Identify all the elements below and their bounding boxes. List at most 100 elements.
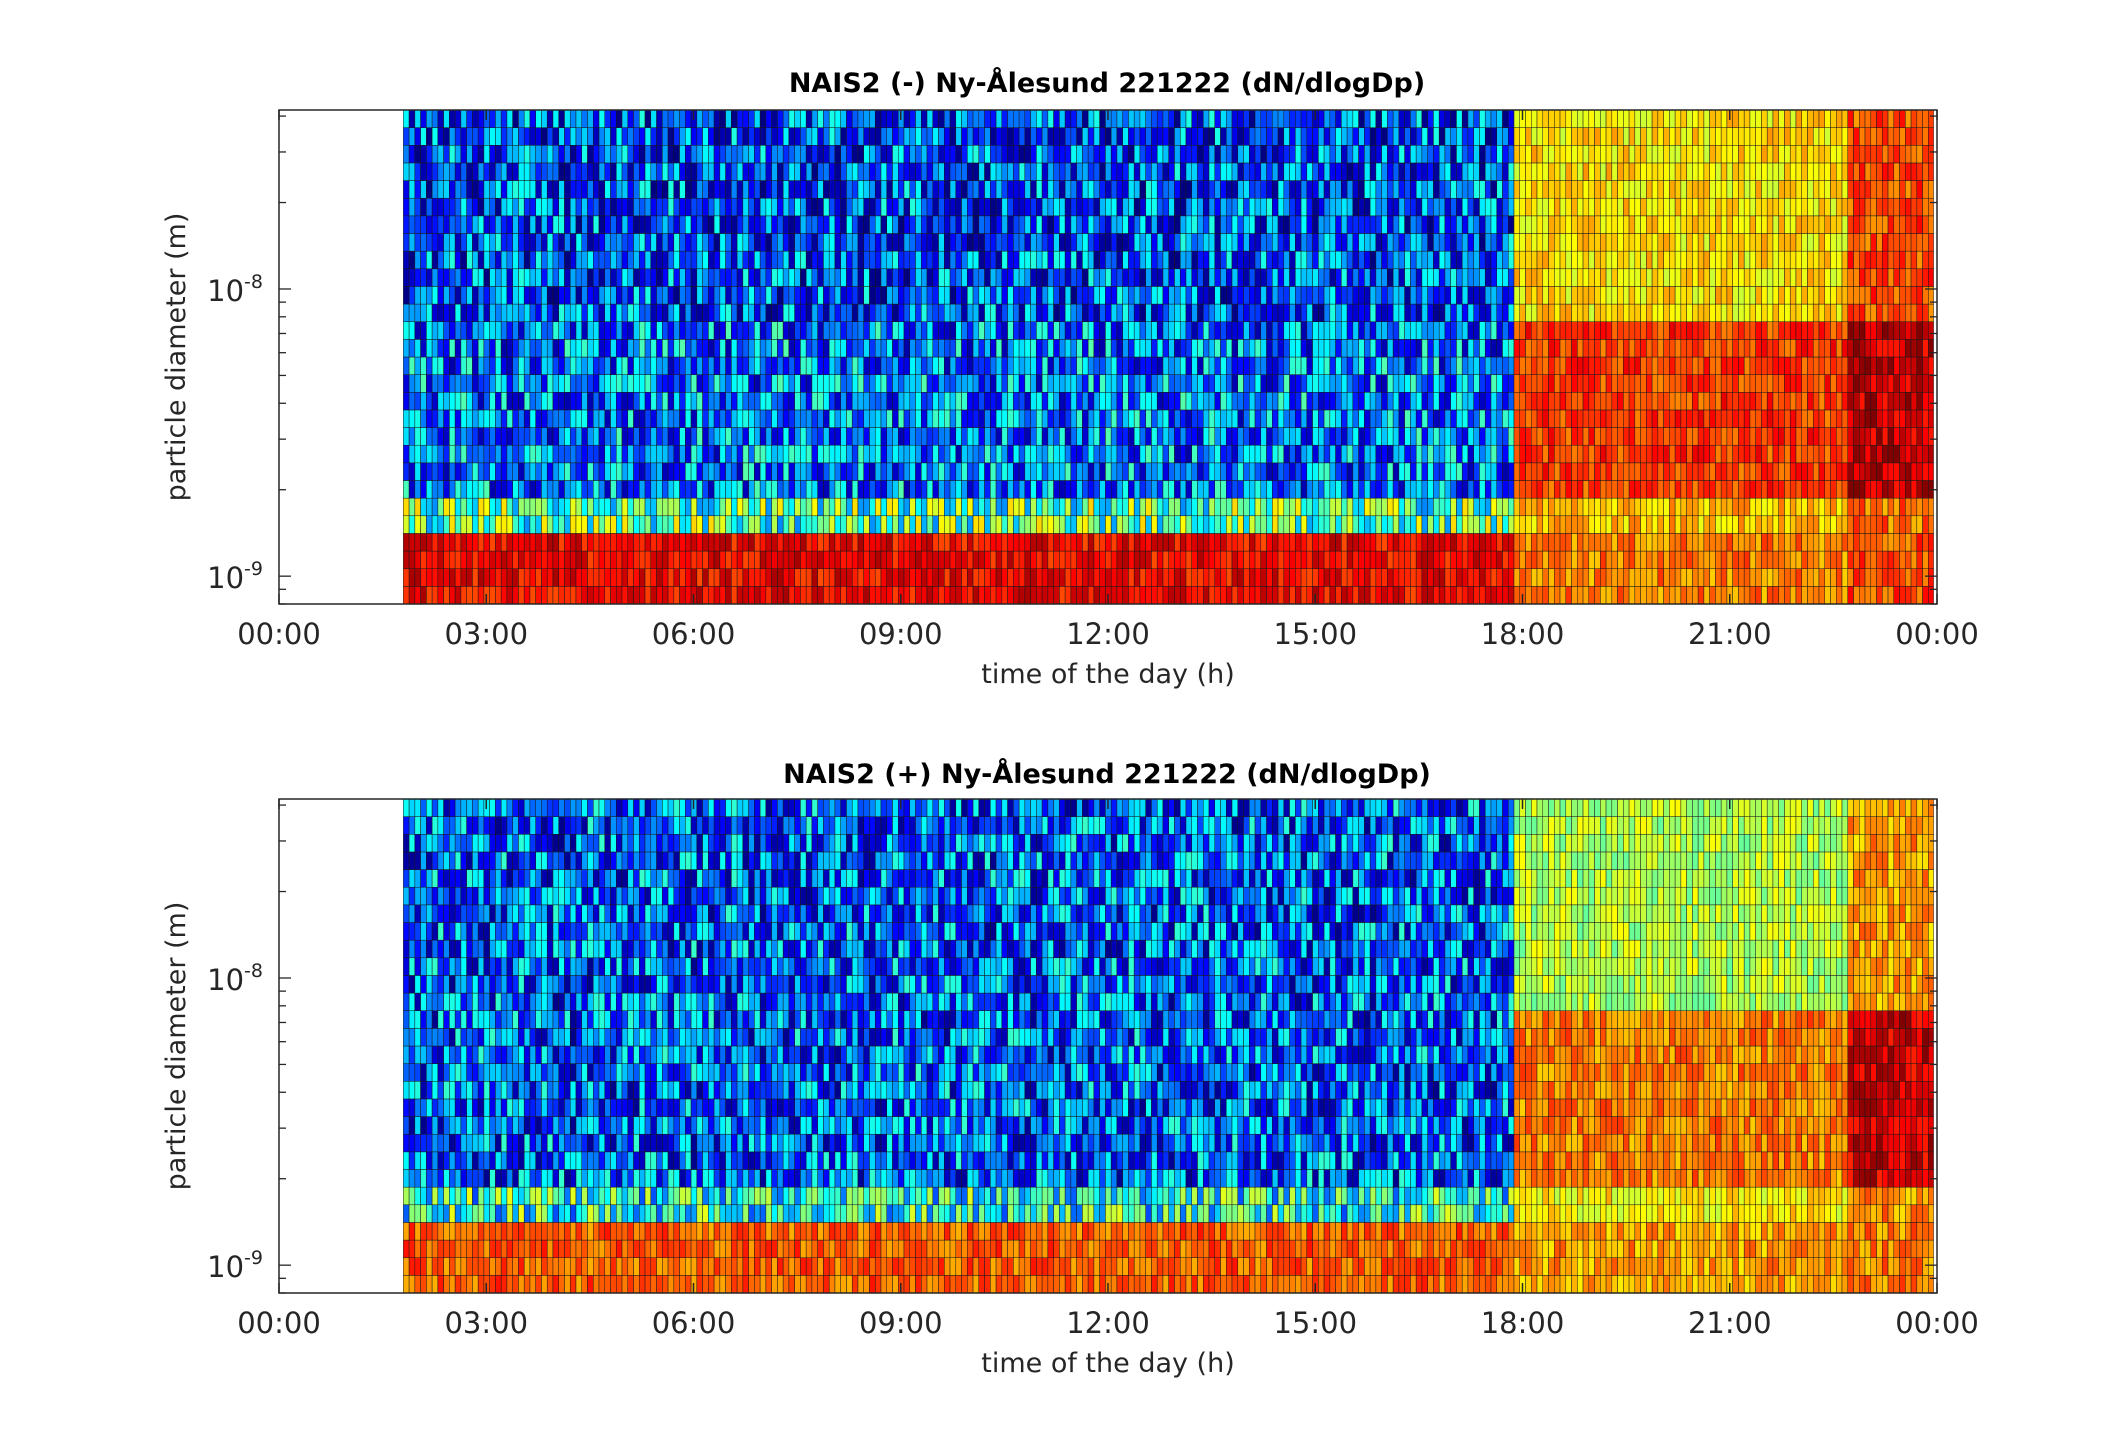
- heatmap-cell: [840, 215, 847, 234]
- heatmap-cell: [759, 550, 767, 569]
- heatmap-cell: [644, 339, 652, 358]
- heatmap-cell: [967, 427, 974, 446]
- heatmap-cell: [1226, 462, 1233, 481]
- heatmap-cell: [1421, 586, 1428, 605]
- heatmap-cell: [984, 444, 991, 464]
- heatmap-cell: [506, 286, 513, 305]
- heatmap-cell: [627, 515, 634, 534]
- heatmap-cell: [414, 250, 421, 270]
- heatmap-cell: [1197, 427, 1204, 446]
- heatmap-cell: [1312, 162, 1319, 181]
- heatmap-cell: [1018, 444, 1026, 464]
- heatmap-cell: [523, 109, 531, 128]
- heatmap-cell: [886, 286, 893, 305]
- heatmap-cell: [811, 127, 818, 146]
- heatmap-cell: [1231, 550, 1239, 569]
- heatmap-cell: [512, 268, 519, 287]
- heatmap-cell: [1243, 568, 1250, 587]
- heatmap-cell: [961, 374, 968, 393]
- heatmap-cell: [1260, 568, 1267, 587]
- heatmap-cell: [1381, 515, 1388, 534]
- heatmap-cell: [1306, 497, 1313, 517]
- heatmap-cell: [431, 286, 439, 305]
- heatmap-cell: [1024, 515, 1031, 534]
- heatmap-cell: [1070, 409, 1077, 428]
- heatmap-cell: [564, 339, 571, 358]
- heatmap-cell: [690, 444, 698, 464]
- heatmap-cell: [552, 339, 559, 358]
- heatmap-cell: [857, 180, 864, 199]
- heatmap-cell: [1369, 268, 1377, 287]
- heatmap-cell: [420, 233, 427, 252]
- heatmap-cell: [840, 480, 847, 499]
- heatmap-cell: [731, 303, 738, 322]
- heatmap-cell: [874, 339, 882, 358]
- heatmap-cell: [1105, 409, 1112, 428]
- heatmap-cell: [685, 480, 692, 499]
- heatmap-cell: [1415, 180, 1423, 199]
- heatmap-cell: [616, 197, 623, 217]
- heatmap-cell: [656, 127, 663, 146]
- heatmap-cell: [495, 462, 502, 481]
- heatmap-cell: [702, 356, 709, 375]
- heatmap-cell: [846, 480, 853, 499]
- heatmap-cell: [1249, 392, 1256, 411]
- heatmap-cell: [1260, 497, 1267, 517]
- heatmap-cell: [667, 533, 675, 552]
- heatmap-cell: [1312, 515, 1319, 534]
- heatmap-cell: [500, 409, 508, 428]
- heatmap-cell: [1323, 374, 1331, 393]
- heatmap-cell: [903, 145, 910, 164]
- heatmap-cell: [777, 356, 784, 375]
- heatmap-cell: [1266, 250, 1273, 270]
- heatmap-cell: [823, 427, 830, 446]
- heatmap-cell: [990, 356, 997, 375]
- heatmap-cell: [880, 444, 887, 464]
- heatmap-cell: [886, 215, 893, 234]
- heatmap-cell: [1352, 550, 1359, 569]
- heatmap-cell: [1329, 321, 1336, 340]
- heatmap-cell: [1364, 409, 1371, 428]
- heatmap-cell: [1133, 197, 1141, 217]
- heatmap-cell: [828, 215, 836, 234]
- heatmap-cell: [598, 321, 606, 340]
- heatmap-cell: [926, 197, 934, 217]
- heatmap-cell: [587, 197, 594, 217]
- heatmap-cell: [1387, 480, 1394, 499]
- heatmap-cell: [1231, 444, 1239, 464]
- heatmap-cell: [938, 392, 945, 411]
- heatmap-cell: [1162, 145, 1169, 164]
- heatmap-cell: [1036, 480, 1043, 499]
- heatmap-cell: [1203, 374, 1210, 393]
- heatmap-cell: [414, 215, 421, 234]
- heatmap-cell: [1415, 321, 1423, 340]
- heatmap-cell: [1295, 497, 1302, 517]
- heatmap-cell: [1364, 462, 1371, 481]
- heatmap-cell: [1249, 427, 1256, 446]
- heatmap-cell: [1283, 374, 1290, 393]
- heatmap-cell: [742, 427, 749, 446]
- heatmap-cell: [506, 250, 513, 270]
- heatmap-cell: [1260, 180, 1267, 199]
- heatmap-cell: [748, 550, 755, 569]
- heatmap-cell: [472, 286, 479, 305]
- heatmap-cell: [569, 197, 577, 217]
- heatmap-cell: [765, 233, 772, 252]
- heatmap-cell: [673, 250, 680, 270]
- heatmap-cell: [1145, 374, 1152, 393]
- heatmap-cell: [610, 180, 617, 199]
- heatmap-cell: [673, 268, 680, 287]
- heatmap-cell: [633, 533, 640, 552]
- heatmap-cell: [1076, 462, 1083, 481]
- heatmap-cell: [1122, 462, 1129, 481]
- heatmap-cell: [840, 427, 847, 446]
- heatmap-cell: [886, 374, 893, 393]
- heatmap-cell: [978, 339, 985, 358]
- heatmap-cell: [489, 321, 496, 340]
- heatmap-cell: [1053, 197, 1060, 217]
- heatmap-cell: [944, 480, 951, 499]
- heatmap-cell: [552, 303, 559, 322]
- heatmap-cell: [627, 145, 634, 164]
- heatmap-cell: [685, 162, 692, 181]
- heatmap-cell: [1082, 392, 1089, 411]
